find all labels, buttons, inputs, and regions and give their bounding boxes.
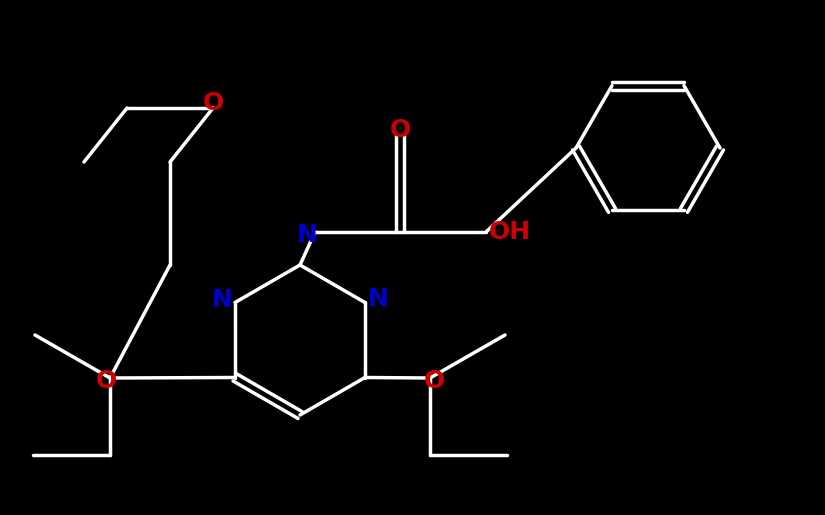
Text: N: N [296,223,318,247]
Text: O: O [96,369,116,393]
Text: OH: OH [489,220,531,244]
Text: O: O [423,369,445,393]
Text: O: O [389,118,411,142]
Text: N: N [211,287,233,312]
Text: O: O [202,91,224,115]
Text: N: N [367,287,389,312]
